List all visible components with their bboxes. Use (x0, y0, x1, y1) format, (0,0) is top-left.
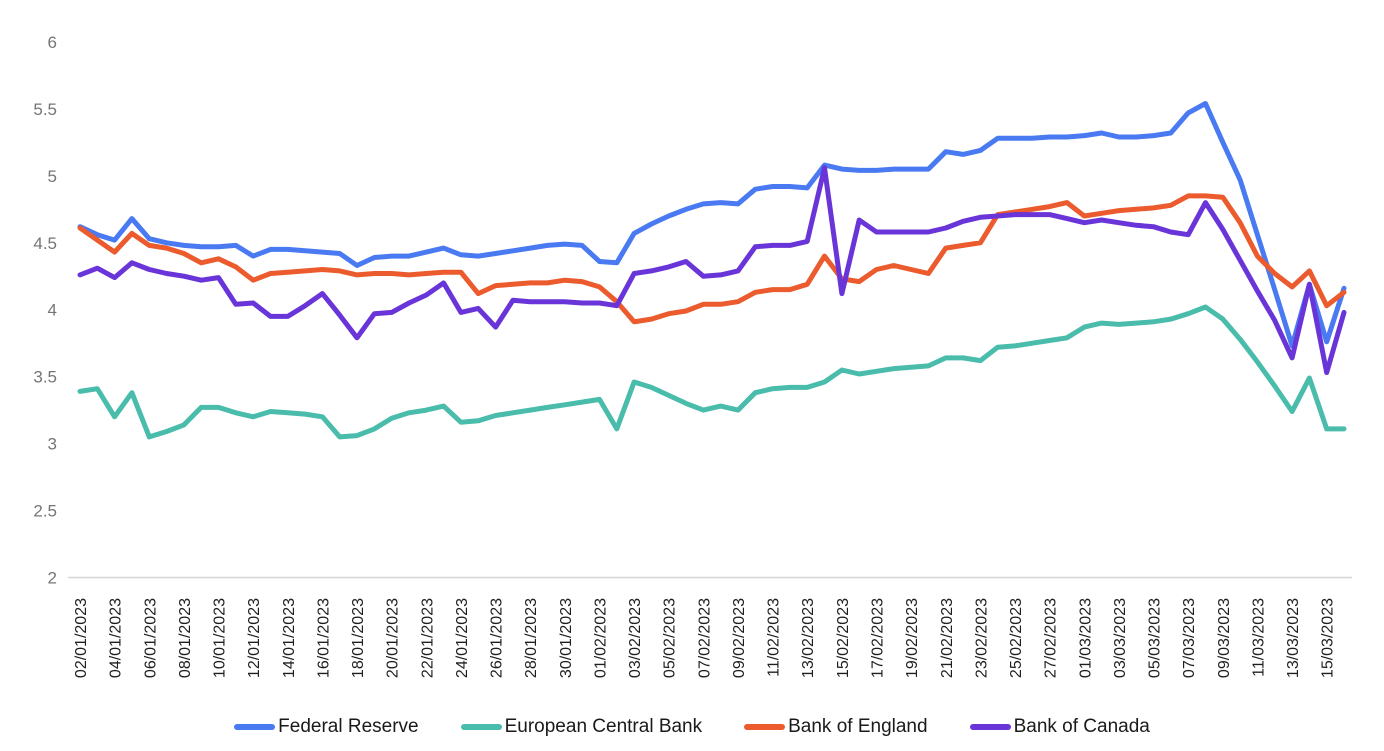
x-axis-tick-label: 07/03/2023 (1181, 598, 1198, 678)
legend-label: Federal Reserve (278, 716, 419, 737)
y-axis-tick-label: 4 (48, 301, 57, 320)
x-axis-tick-label: 16/01/2023 (315, 598, 332, 678)
legend-swatch-icon (969, 724, 1011, 730)
x-axis-tick-label: 03/02/2023 (627, 598, 644, 678)
legend-swatch-icon (460, 724, 502, 730)
y-axis-tick-label: 5.5 (33, 100, 57, 119)
x-axis-tick-label: 11/03/2023 (1250, 598, 1267, 677)
x-axis-tick-label: 20/01/2023 (385, 598, 402, 678)
x-axis-tick-label: 24/01/2023 (454, 598, 471, 678)
legend-swatch-icon (234, 724, 276, 730)
x-axis-tick-label: 10/01/2023 (212, 598, 229, 678)
legend-item-bank-of-canada: Bank of Canada (969, 716, 1150, 738)
legend-item-federal-reserve: Federal Reserve (234, 716, 419, 738)
x-axis-tick-label: 01/02/2023 (592, 598, 609, 678)
x-axis-tick-label: 23/02/2023 (973, 598, 990, 678)
x-axis-tick-label: 04/01/2023 (108, 598, 125, 678)
x-axis-tick-label: 17/02/2023 (869, 598, 886, 678)
x-axis-tick-label: 15/03/2023 (1320, 598, 1337, 678)
legend-label: European Central Bank (504, 716, 703, 737)
series-line-bank-of-canada (77, 165, 1347, 376)
x-axis-tick-label: 19/02/2023 (904, 598, 921, 678)
y-axis-tick-label: 4.5 (33, 234, 57, 253)
x-axis-tick-label: 30/01/2023 (558, 598, 575, 678)
chart-legend: Federal Reserve European Central Bank Bank… (0, 716, 1384, 738)
x-axis-tick-label: 13/03/2023 (1285, 598, 1302, 678)
x-axis-tick-label: 26/01/2023 (489, 598, 506, 678)
y-axis-tick-label: 5 (48, 167, 57, 186)
y-axis-tick-label: 6 (48, 33, 57, 52)
x-axis-tick-label: 02/01/2023 (73, 598, 90, 678)
x-axis-tick-label: 05/02/2023 (662, 598, 679, 678)
legend-label: Bank of Canada (1013, 716, 1150, 737)
x-axis-tick-label: 01/03/2023 (1077, 598, 1094, 678)
x-axis-tick-label: 22/01/2023 (419, 598, 436, 678)
x-axis-tick-label: 08/01/2023 (177, 598, 194, 678)
x-axis-tick-label: 11/02/2023 (766, 598, 783, 677)
legend-label: Bank of England (788, 716, 928, 737)
y-axis-tick-label: 2.5 (33, 502, 57, 521)
x-axis-tick-label: 18/01/2023 (350, 598, 367, 678)
x-axis-tick-label: 15/02/2023 (835, 598, 852, 678)
x-axis-tick-label: 12/01/2023 (246, 598, 263, 678)
y-axis-tick-label: 3 (48, 435, 57, 454)
y-axis-tick-label: 2 (48, 569, 57, 588)
x-axis-tick-label: 03/03/2023 (1112, 598, 1129, 678)
legend-item-european-central-bank: European Central Bank (460, 716, 703, 738)
series-line-federal-reserve (77, 101, 1347, 349)
series-line-bank-of-england (77, 193, 1347, 325)
x-axis-tick-label: 05/03/2023 (1147, 598, 1164, 678)
x-axis-tick-label: 06/01/2023 (142, 598, 159, 678)
series-line-european-central-bank (77, 304, 1347, 440)
legend-item-bank-of-england: Bank of England (744, 716, 928, 738)
x-axis-tick-label: 09/02/2023 (731, 598, 748, 678)
x-axis-tick-label: 25/02/2023 (1008, 598, 1025, 678)
y-axis-tick-label: 3.5 (33, 368, 57, 387)
x-axis-tick-label: 14/01/2023 (281, 598, 298, 678)
x-axis-tick-label: 09/03/2023 (1216, 598, 1233, 678)
x-axis-tick-label: 27/02/2023 (1043, 598, 1060, 678)
x-axis-tick-label: 07/02/2023 (696, 598, 713, 678)
x-axis-tick-label: 28/01/2023 (523, 598, 540, 678)
x-axis-tick-label: 21/02/2023 (939, 598, 956, 678)
legend-swatch-icon (744, 724, 786, 730)
x-axis-tick-label: 13/02/2023 (800, 598, 817, 678)
